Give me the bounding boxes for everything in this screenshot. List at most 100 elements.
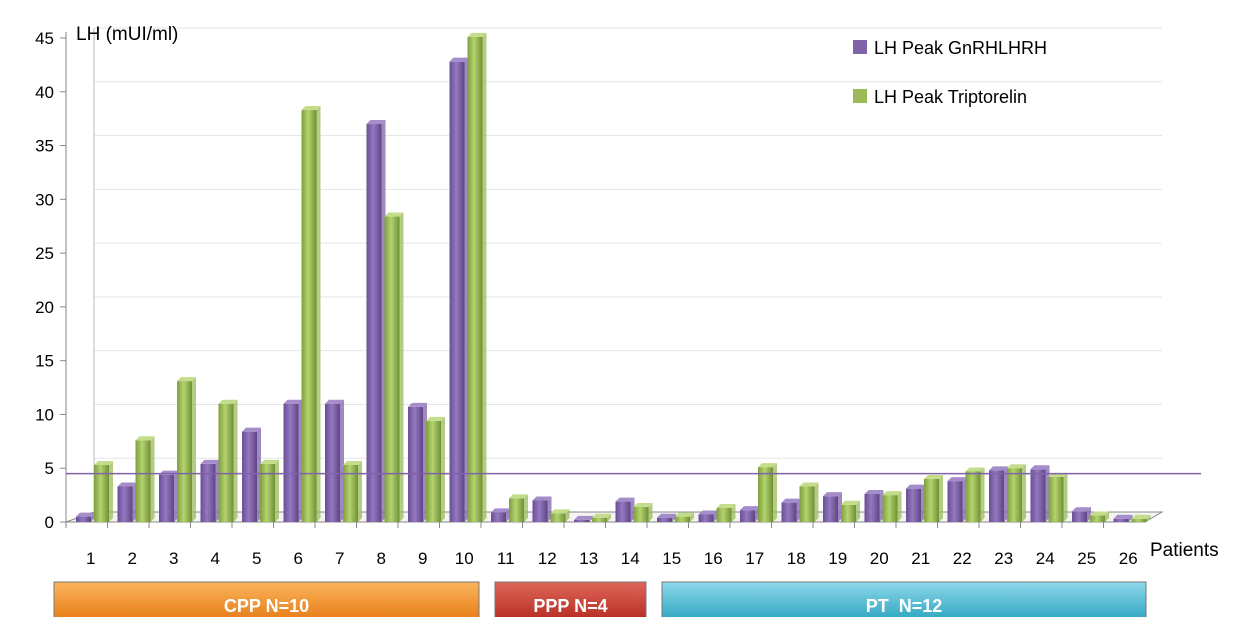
bar-body bbox=[716, 508, 732, 522]
bar-body bbox=[740, 510, 755, 522]
bar-triptorelin-23 bbox=[1007, 464, 1026, 522]
bar-gnrh-2 bbox=[117, 482, 137, 522]
bar-body bbox=[509, 498, 524, 522]
x-tick-label: 19 bbox=[828, 549, 847, 568]
bar-body bbox=[117, 486, 133, 522]
bar-body bbox=[135, 440, 151, 522]
group-banner-box bbox=[53, 581, 480, 617]
bar-triptorelin-21 bbox=[924, 474, 943, 522]
x-tick-label: 17 bbox=[745, 549, 764, 568]
x-tick-label: 8 bbox=[377, 549, 386, 568]
y-tick-label: 45 bbox=[35, 29, 54, 48]
bar-side bbox=[565, 509, 570, 522]
bar-body bbox=[242, 431, 257, 522]
bar-body bbox=[1007, 468, 1022, 522]
x-tick-label: 6 bbox=[294, 549, 303, 568]
group-banner-label: PPP N=4 bbox=[533, 596, 607, 616]
bar-side bbox=[150, 436, 155, 522]
bar-top bbox=[906, 484, 925, 489]
y-tick-label: 35 bbox=[35, 137, 54, 156]
x-tick-label: 18 bbox=[787, 549, 806, 568]
bar-gnrh-6 bbox=[283, 399, 303, 522]
bar-gnrh-8 bbox=[366, 120, 386, 523]
group-banner-cpp: CPP N=10 bbox=[53, 581, 480, 617]
bar-triptorelin-25 bbox=[1090, 511, 1109, 522]
bar-top bbox=[325, 399, 344, 404]
legend-swatch-triptorelin bbox=[853, 89, 867, 103]
group-banner-ppp: PPP N=4 bbox=[494, 581, 647, 617]
bar-top bbox=[491, 508, 510, 513]
bar-top bbox=[283, 399, 303, 404]
bar-gnrh-19 bbox=[823, 492, 842, 522]
bar-top bbox=[1007, 464, 1026, 469]
bar-side bbox=[814, 482, 819, 522]
bar-side bbox=[1022, 464, 1026, 522]
bar-top bbox=[1131, 514, 1151, 519]
bar-triptorelin-10 bbox=[467, 32, 487, 523]
x-tick-label: 11 bbox=[497, 549, 515, 568]
bar-top bbox=[574, 515, 593, 520]
bar-triptorelin-12 bbox=[550, 509, 570, 522]
bar-gnrh-4 bbox=[200, 459, 220, 522]
bar-top bbox=[924, 474, 943, 479]
bar-side bbox=[589, 515, 593, 522]
bar-gnrh-14 bbox=[615, 497, 635, 522]
bar-top bbox=[823, 492, 842, 497]
bar-body bbox=[449, 61, 465, 522]
bar-triptorelin-16 bbox=[716, 504, 736, 522]
y-tick-label: 10 bbox=[35, 405, 54, 424]
bar-body bbox=[924, 478, 939, 522]
bar-body bbox=[325, 403, 340, 522]
x-tick-label: 4 bbox=[211, 549, 220, 568]
y-axis-label: LH (mUI/ml) bbox=[76, 24, 178, 45]
group-banner-label: CPP N=10 bbox=[224, 596, 309, 616]
bar-side bbox=[109, 460, 113, 522]
bar-top bbox=[799, 482, 819, 487]
bar-top bbox=[408, 402, 427, 407]
bar-body bbox=[1090, 515, 1105, 522]
x-tick-label: 14 bbox=[621, 549, 640, 568]
bar-body bbox=[177, 381, 192, 522]
bar-body bbox=[159, 474, 174, 522]
bar-body bbox=[906, 488, 921, 522]
group-banner-box bbox=[661, 581, 1147, 617]
y-tick-label: 25 bbox=[35, 244, 54, 263]
bar-top bbox=[781, 498, 801, 503]
bar-triptorelin-3 bbox=[177, 377, 196, 522]
bar-top bbox=[947, 477, 967, 482]
bar-top bbox=[550, 509, 570, 514]
bar-gnrh-22 bbox=[947, 477, 967, 522]
bar-top bbox=[675, 512, 694, 517]
bar-body bbox=[1072, 511, 1087, 522]
x-tick-label: 20 bbox=[870, 549, 889, 568]
bar-body bbox=[76, 516, 91, 522]
bar-top bbox=[965, 467, 985, 472]
y-tick-label: 20 bbox=[35, 298, 54, 317]
x-tick-label: 23 bbox=[994, 549, 1013, 568]
bar-side bbox=[731, 504, 736, 522]
bar-gnrh-15 bbox=[657, 513, 676, 522]
bar-body bbox=[366, 124, 382, 523]
bar-body bbox=[758, 467, 773, 522]
legend-label-gnrh: LH Peak GnRHLHRH bbox=[874, 38, 1047, 58]
bar-top bbox=[76, 512, 95, 517]
bar-body bbox=[200, 463, 216, 522]
bar-top bbox=[135, 436, 155, 441]
bar-top bbox=[1113, 514, 1133, 519]
x-tick-label: 22 bbox=[953, 549, 972, 568]
bar-gnrh-1 bbox=[76, 512, 95, 522]
bar-top bbox=[94, 460, 113, 465]
bar-gnrh-13 bbox=[574, 515, 593, 522]
bar-triptorelin-8 bbox=[384, 212, 404, 522]
bar-body bbox=[426, 420, 441, 522]
bar-top bbox=[200, 459, 220, 464]
bar-body bbox=[657, 517, 672, 522]
bar-triptorelin-15 bbox=[675, 512, 694, 522]
bar-gnrh-16 bbox=[698, 510, 718, 522]
bar-gnrh-7 bbox=[325, 399, 344, 522]
bar-body bbox=[532, 500, 548, 522]
bar-side bbox=[648, 502, 653, 522]
patient-groups: CPP N=10 PPP N=4 PT N=12 bbox=[53, 581, 1147, 617]
group-banner-label: PT N=12 bbox=[866, 596, 943, 616]
bar-top bbox=[592, 513, 611, 518]
